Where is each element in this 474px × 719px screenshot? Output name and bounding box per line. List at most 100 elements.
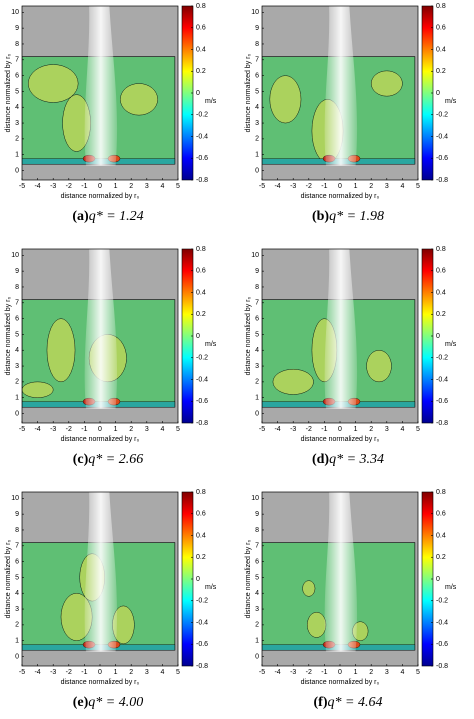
panel-caption: q* = 2.66 [88,452,143,467]
y-tick-label: 6 [255,72,259,79]
x-tick-label: 2 [369,426,373,433]
y-tick-label: 2 [15,622,19,629]
plume [324,492,358,652]
colorbar-tick-label: 0.6 [436,25,446,32]
caption: (f)q* = 4.64 [314,695,383,710]
plot-area [22,6,178,180]
panel: -5 -4 -3 -2 -1 0 1 2 3 4 5 0 1 2 3 4 5 6 7 8 9 10 distance nor… [5,3,217,224]
x-axis-label: distance normalized by r₀ [61,436,140,443]
colorbar-tick-label: 0 [436,333,440,340]
caption: (d)q* = 3.34 [312,452,384,467]
contour-region [46,318,76,383]
y-tick-label: 1 [15,395,19,402]
colorbar-tick-label: 0 [196,333,200,340]
y-tick-label: 3 [255,120,259,127]
panel-label: (d) [312,452,329,467]
y-axis-label: distance normalized by r₀ [5,297,12,376]
y-tick-label: 4 [255,590,259,597]
x-tick-label: 1 [114,669,118,676]
plot-area [262,492,418,666]
x-tick-label: 5 [176,183,180,190]
x-tick-label: 0 [98,426,102,433]
plume [84,492,118,652]
colorbar-tick-label: -0.8 [436,177,448,184]
panel-label: (c) [73,452,89,467]
colorbar-tick-label: -0.2 [196,598,208,605]
x-tick-label: -1 [81,426,87,433]
panel-label: (f) [314,695,328,710]
colorbar-tick-label: 0.8 [196,3,206,10]
colorbar-unit: m/s [205,341,217,348]
colorbar-tick-label: 0 [196,90,200,97]
x-tick-label: 1 [354,426,358,433]
colorbar-tick-label: 0.8 [196,489,206,496]
x-tick-label: -4 [274,426,280,433]
x-tick-label: -2 [306,426,312,433]
colorbar-tick-label: -0.6 [196,398,208,405]
x-tick-label: -5 [259,669,265,676]
y-axis-label: distance normalized by r₀ [5,540,12,619]
x-axis-label: distance normalized by r₀ [301,193,380,200]
panel: -5 -4 -3 -2 -1 0 1 2 3 4 5 0 1 2 3 4 5 6 7 8 9 10 distance nor… [245,3,457,224]
y-axis-label: distance normalized by r₀ [245,540,252,619]
x-tick-label: 1 [114,183,118,190]
y-tick-label: 3 [255,363,259,370]
y-tick-label: 4 [15,347,19,354]
colorbar-tick-label: -0.6 [196,641,208,648]
colorbar-tick-label: 0.6 [196,268,206,275]
y-tick-label: 9 [255,25,259,32]
colorbar-tick-label: -0.2 [196,112,208,119]
y-tick-label: 10 [251,495,259,502]
x-tick-label: -4 [274,183,280,190]
x-tick-label: -3 [290,669,296,676]
y-tick-label: 3 [15,363,19,370]
colorbar-tick-label: -0.8 [196,177,208,184]
y-tick-label: 6 [255,315,259,322]
panel: -5 -4 -3 -2 -1 0 1 2 3 4 5 0 1 2 3 4 5 6 7 8 9 10 distance nor… [5,246,217,467]
colorbar-tick-label: -0.4 [196,376,208,383]
colorbar-tick-label: 0 [436,90,440,97]
x-tick-label: 0 [338,669,342,676]
colorbar-tick-label: 0.4 [196,46,206,53]
plot-area [262,249,418,423]
colorbar-tick-label: -0.8 [436,663,448,670]
x-tick-label: -5 [259,426,265,433]
x-tick-label: -2 [306,669,312,676]
colorbar-unit: m/s [445,98,457,105]
panel-label: (b) [312,209,329,224]
colorbar-tick-label: 0.4 [436,532,446,539]
colorbar-tick-label: 0.2 [436,554,446,561]
colorbar-tick-label: -0.8 [196,663,208,670]
y-tick-label: 4 [15,104,19,111]
colorbar-tick-label: 0.2 [196,68,206,75]
y-tick-label: 6 [15,558,19,565]
colorbar-tick-label: 0 [436,576,440,583]
colorbar-unit: m/s [205,584,217,591]
panel-caption: q* = 4.64 [328,695,383,710]
caption: (c)q* = 2.66 [73,452,144,467]
x-tick-label: 3 [145,669,149,676]
panel: -5 -4 -3 -2 -1 0 1 2 3 4 5 0 1 2 3 4 5 6 7 8 9 10 distance nor… [245,246,457,467]
y-tick-label: 7 [255,300,259,307]
colorbar-tick-label: -0.2 [436,355,448,362]
colorbar-tick-label: 0.2 [196,311,206,318]
caption: (a)q* = 1.24 [72,209,143,224]
y-tick-label: 7 [15,543,19,550]
y-tick-label: 9 [15,268,19,275]
y-tick-label: 6 [15,315,19,322]
contour-region [302,580,316,597]
panel-caption: q* = 1.24 [89,209,144,224]
colorbar-tick-label: 0.6 [436,511,446,518]
x-tick-label: -1 [321,426,327,433]
y-tick-label: 2 [255,136,259,143]
y-tick-label: 4 [15,590,19,597]
panel-label: (e) [73,695,89,710]
panel-caption: q* = 3.34 [329,452,384,467]
y-tick-label: 10 [11,495,19,502]
colorbar-tick-label: -0.4 [196,619,208,626]
x-tick-label: 4 [160,669,164,676]
x-tick-label: 4 [160,183,164,190]
y-tick-label: 0 [15,410,19,417]
y-tick-label: 2 [15,136,19,143]
y-tick-label: 1 [15,152,19,159]
